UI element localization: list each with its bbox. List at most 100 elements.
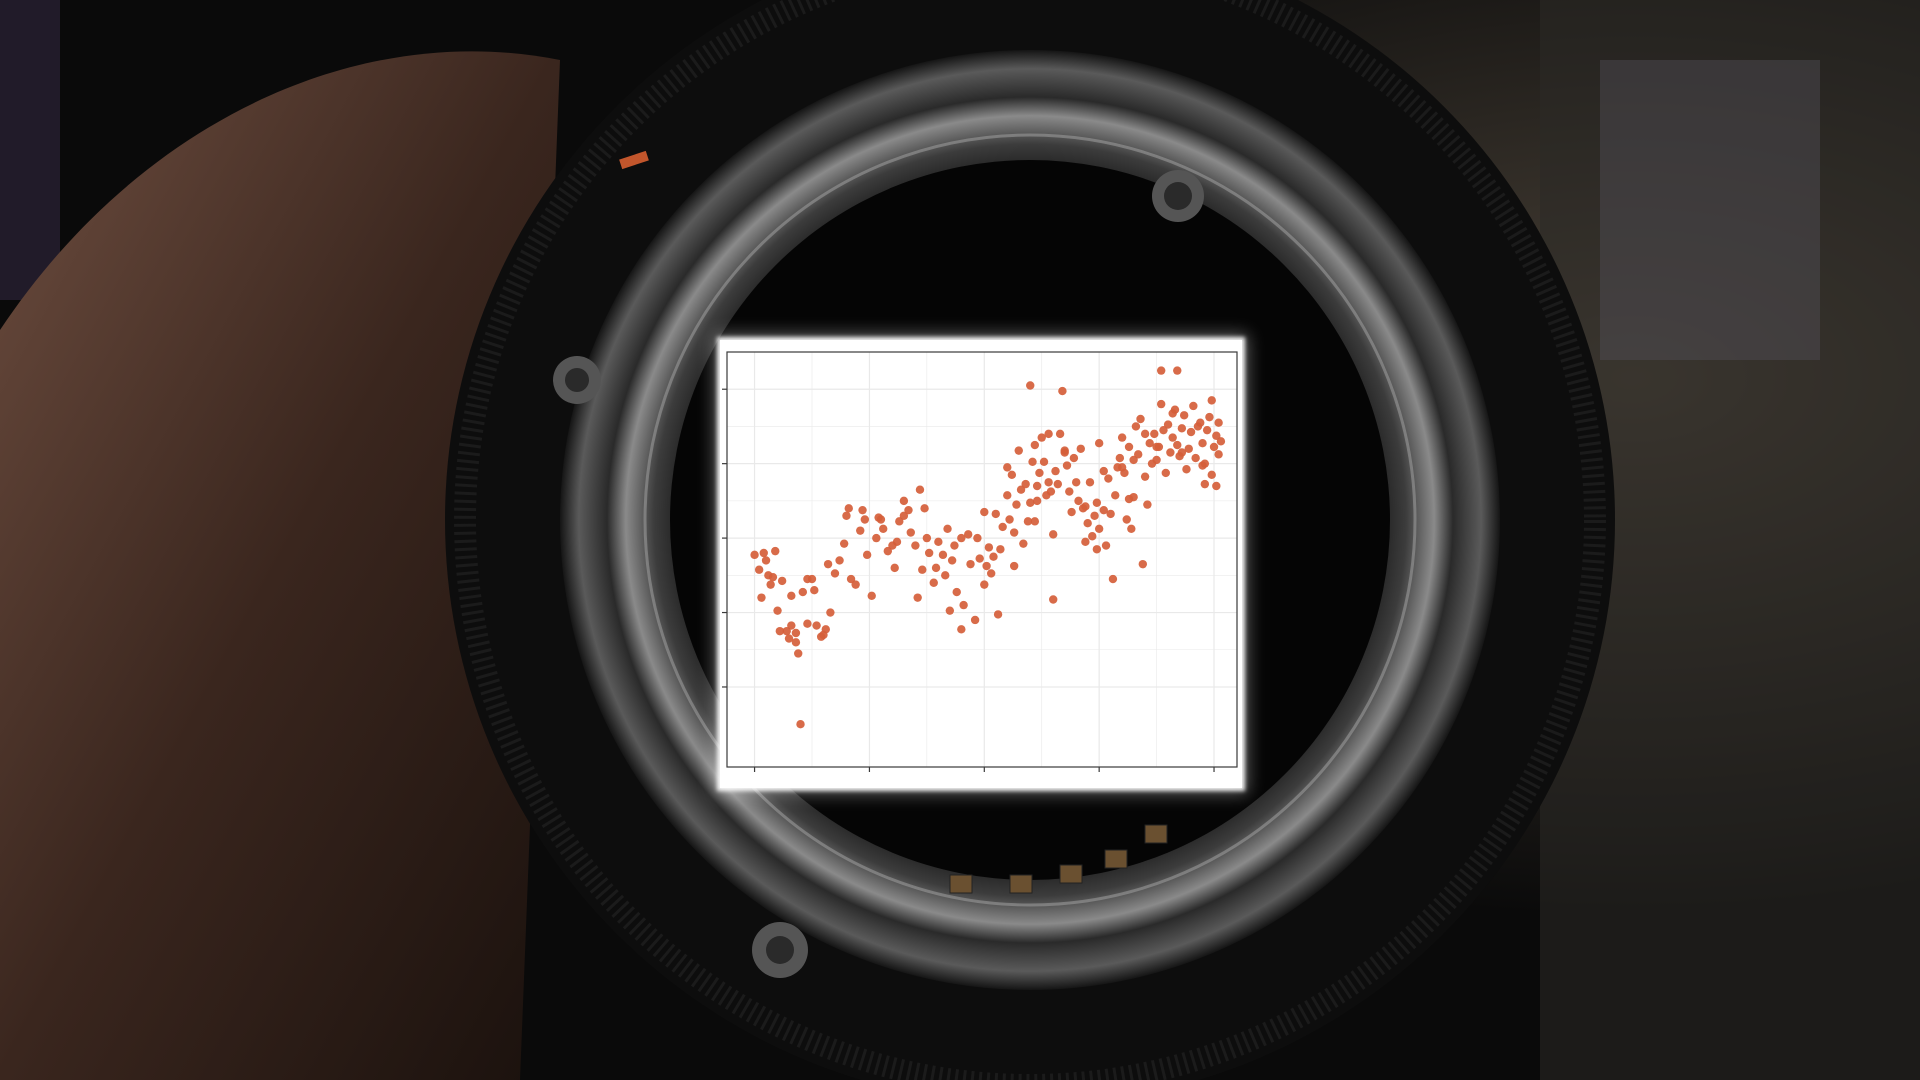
data-point <box>867 591 876 600</box>
data-point <box>860 515 870 524</box>
data-point <box>1111 491 1120 500</box>
data-point <box>1202 425 1212 435</box>
data-point <box>1062 461 1072 470</box>
data-point <box>904 505 913 515</box>
data-point <box>819 630 828 640</box>
data-point <box>913 593 922 602</box>
data-point <box>1159 425 1168 435</box>
data-point <box>1012 500 1021 509</box>
data-point <box>1177 424 1187 433</box>
data-point <box>1090 511 1099 520</box>
data-point <box>1161 468 1170 478</box>
data-point <box>1205 412 1214 422</box>
data-point <box>1058 386 1067 396</box>
data-point <box>1003 491 1012 500</box>
data-point <box>1177 448 1187 457</box>
data-point <box>989 552 998 561</box>
data-point <box>757 593 766 602</box>
data-point <box>851 580 860 589</box>
data-point <box>1140 429 1150 439</box>
scatter-plot-panel <box>720 340 1242 788</box>
data-point <box>1173 366 1182 375</box>
data-point <box>1127 524 1136 533</box>
data-point <box>1131 422 1141 431</box>
data-point <box>872 533 881 543</box>
data-point <box>766 580 775 589</box>
data-point <box>1156 399 1166 409</box>
data-point <box>1163 420 1173 429</box>
data-point <box>1085 478 1095 487</box>
data-point <box>1143 500 1152 509</box>
data-point <box>1032 496 1042 506</box>
data-point <box>1207 470 1216 480</box>
data-point <box>1051 466 1060 476</box>
data-point <box>1092 545 1102 554</box>
data-point <box>1124 442 1134 452</box>
data-point <box>964 530 973 539</box>
data-point <box>1104 474 1113 483</box>
data-point <box>874 513 883 522</box>
data-point <box>1071 478 1081 487</box>
data-point <box>973 533 982 543</box>
data-point <box>791 638 801 647</box>
data-point <box>929 578 938 587</box>
data-point <box>941 571 950 580</box>
data-point <box>1023 517 1033 526</box>
data-point <box>1129 455 1138 465</box>
data-point <box>856 526 865 535</box>
data-point <box>1101 541 1111 550</box>
data-point <box>1179 411 1189 420</box>
data-point <box>1076 444 1085 453</box>
data-point <box>844 504 853 513</box>
data-point <box>911 541 920 550</box>
data-point <box>826 608 835 617</box>
data-point <box>1166 448 1175 457</box>
data-point <box>1099 466 1108 476</box>
data-point <box>1019 539 1028 548</box>
data-point <box>1152 442 1161 452</box>
data-point <box>1150 429 1159 439</box>
data-point <box>1049 595 1058 604</box>
data-point <box>998 522 1007 532</box>
data-point <box>970 615 980 625</box>
data-point <box>991 509 1000 519</box>
data-point <box>931 563 941 573</box>
data-point <box>1044 429 1053 439</box>
data-point <box>777 576 787 586</box>
data-point <box>787 591 796 600</box>
data-point <box>915 485 925 494</box>
data-point <box>750 550 759 560</box>
data-point <box>835 556 844 565</box>
data-point <box>966 559 975 569</box>
data-point <box>1216 437 1226 446</box>
data-point <box>980 507 989 517</box>
data-point <box>1065 487 1074 496</box>
data-point <box>934 537 943 547</box>
data-point <box>803 619 812 628</box>
data-point <box>1021 479 1030 489</box>
data-point <box>1191 453 1200 463</box>
data-point <box>1039 457 1049 466</box>
data-point <box>1173 440 1182 450</box>
data-point <box>1074 496 1083 506</box>
data-point <box>1156 366 1166 375</box>
data-point <box>1081 537 1090 547</box>
data-point <box>1088 532 1097 541</box>
data-point <box>1189 401 1198 411</box>
data-point <box>1207 396 1216 405</box>
data-point <box>1060 446 1069 455</box>
data-point <box>1046 487 1056 496</box>
data-point <box>975 554 984 563</box>
data-point <box>1030 440 1040 450</box>
data-point <box>754 565 764 574</box>
data-point <box>812 621 821 630</box>
data-point <box>1115 453 1125 463</box>
data-point <box>1124 494 1134 504</box>
data-point <box>1136 414 1145 424</box>
data-point <box>842 511 851 520</box>
data-point <box>993 610 1003 619</box>
data-point <box>771 546 780 556</box>
data-point <box>1069 453 1079 463</box>
data-point <box>1214 418 1223 427</box>
data-point <box>1182 465 1191 474</box>
